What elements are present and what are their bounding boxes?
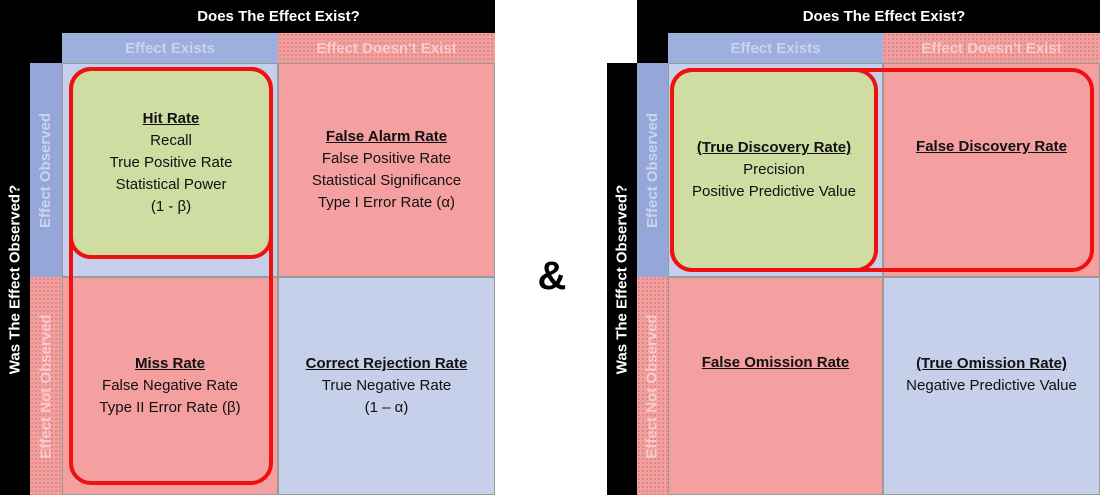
right-row-ring xyxy=(670,68,1094,272)
hit-line-3: Statistical Power xyxy=(115,176,227,193)
left-corner-block xyxy=(30,33,62,63)
left-cell-miss xyxy=(62,277,278,495)
right-side-header-bar xyxy=(607,63,637,495)
left-row-effect-not-observed: Effect Not Observed xyxy=(30,277,62,495)
right-row-observed-label: Effect Observed xyxy=(644,112,662,228)
miss-line-1: False Negative Rate xyxy=(102,377,238,394)
left-false-alarm-text: False Alarm Rate False Positive Rate Sta… xyxy=(278,63,495,277)
right-corner-block xyxy=(637,33,668,63)
hit-line-1: Recall xyxy=(150,132,192,149)
miss-line-2: Type II Error Rate (β) xyxy=(99,399,241,416)
left-hit-text: Hit Rate Recall True Positive Rate Stati… xyxy=(72,70,270,256)
left-col-effect-not-exists: Effect Doesn't Exist xyxy=(278,33,495,63)
correct-rejection-line-1: True Negative Rate xyxy=(321,377,452,394)
left-side-header: Was The Effect Observed? xyxy=(6,184,24,374)
left-side-header-wrap: Was The Effect Observed? xyxy=(0,63,30,495)
left-miss-text: Miss Rate False Negative Rate Type II Er… xyxy=(62,277,278,495)
right-cell-false-omission xyxy=(668,277,883,495)
right-cell-false-discovery xyxy=(883,63,1100,277)
right-top-header: Does The Effect Exist? xyxy=(802,8,966,25)
right-side-header-wrap: Was The Effect Observed? xyxy=(607,63,637,495)
right-cell-true-omission xyxy=(883,277,1100,495)
correct-rejection-title: Correct Rejection Rate xyxy=(305,355,468,372)
false-omission-title: False Omission Rate xyxy=(701,354,850,371)
right-true-discovery-text: (True Discovery Rate) Precision Positive… xyxy=(674,72,874,268)
left-correct-rejection-text: Correct Rejection Rate True Negative Rat… xyxy=(278,277,495,495)
true-omission-title: (True Omission Rate) xyxy=(916,355,1067,372)
left-hit-highlight xyxy=(72,70,270,256)
hit-line-2: True Positive Rate xyxy=(109,154,233,171)
right-col-effect-not-exists: Effect Doesn't Exist xyxy=(883,33,1100,63)
right-row-effect-observed: Effect Observed xyxy=(637,63,668,277)
true-discovery-line-1: Precision xyxy=(743,161,805,178)
correct-rejection-line-2: (1 – α) xyxy=(364,399,409,416)
false-discovery-title: False Discovery Rate xyxy=(916,138,1067,155)
left-top-header: Does The Effect Exist? xyxy=(197,8,360,25)
right-row-effect-not-observed: Effect Not Observed xyxy=(637,277,668,495)
left-row-not-observed-label: Effect Not Observed xyxy=(37,313,55,459)
hit-line-4: (1 - β) xyxy=(150,198,192,215)
right-row-not-observed-label: Effect Not Observed xyxy=(644,313,662,459)
left-row-observed-label: Effect Observed xyxy=(37,112,55,228)
true-discovery-line-2: Positive Predictive Value xyxy=(692,183,856,200)
miss-rate-title: Miss Rate xyxy=(134,355,206,372)
left-side-header-bar xyxy=(0,0,30,495)
false-alarm-title: False Alarm Rate xyxy=(325,128,448,145)
false-alarm-line-3: Type I Error Rate (α) xyxy=(317,194,456,211)
right-side-header: Was The Effect Observed? xyxy=(613,184,631,374)
left-cell-false-alarm xyxy=(278,63,495,277)
right-true-omission-text: (True Omission Rate) Negative Predictive… xyxy=(883,277,1100,473)
right-false-discovery-text: False Discovery Rate xyxy=(883,72,1100,222)
ampersand-symbol: & xyxy=(537,254,567,298)
left-top-header-bar xyxy=(30,0,495,33)
left-col-effect-exists: Effect Exists xyxy=(62,33,278,63)
hit-rate-title: Hit Rate xyxy=(142,110,200,127)
right-col-effect-exists: Effect Exists xyxy=(668,33,883,63)
left-column-ring xyxy=(69,67,273,485)
right-true-discovery-highlight xyxy=(674,72,874,268)
right-false-omission-text: False Omission Rate xyxy=(668,277,883,449)
false-alarm-line-1: False Positive Rate xyxy=(321,150,452,167)
true-omission-line-1: Negative Predictive Value xyxy=(906,377,1077,394)
right-top-header-bar xyxy=(637,0,1100,33)
left-row-effect-observed: Effect Observed xyxy=(30,63,62,277)
false-alarm-line-2: Statistical Significance xyxy=(311,172,462,189)
true-discovery-title: (True Discovery Rate) xyxy=(696,139,852,156)
